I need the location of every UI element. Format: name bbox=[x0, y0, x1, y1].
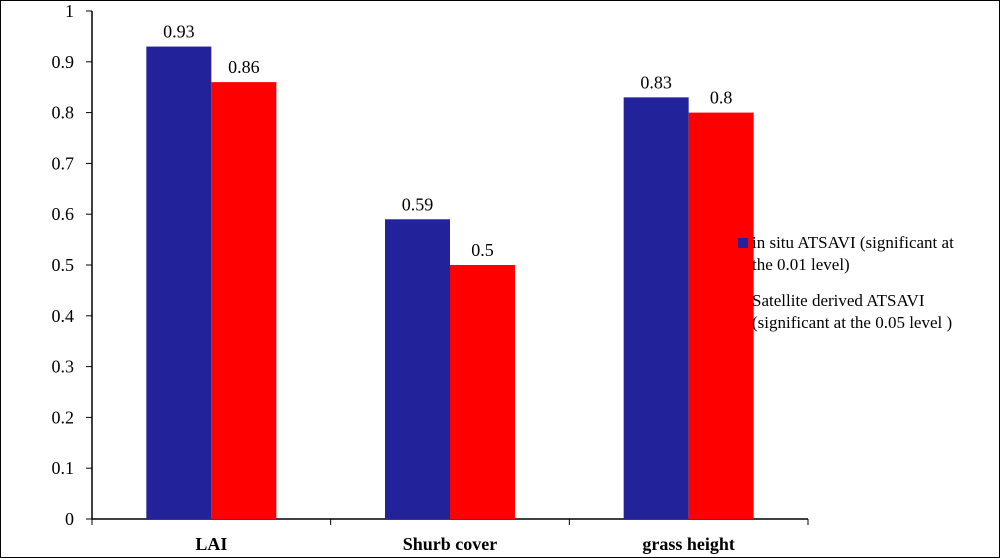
bar bbox=[688, 112, 754, 519]
data-label: 0.5 bbox=[471, 240, 494, 260]
bar bbox=[450, 265, 515, 519]
x-category-label: LAI bbox=[195, 534, 227, 554]
data-label: 0.59 bbox=[402, 194, 434, 214]
y-tick-label: 0.6 bbox=[52, 204, 75, 224]
bar bbox=[211, 82, 277, 520]
bar bbox=[623, 97, 689, 520]
legend-item-satellite: Satellite derived ATSAVI (significant at… bbox=[738, 290, 993, 334]
legend-label-in-situ-line2: the 0.01 level) bbox=[752, 255, 850, 274]
data-label: 0.86 bbox=[228, 57, 260, 77]
bar bbox=[385, 219, 450, 519]
legend-swatch-in-situ bbox=[738, 238, 748, 248]
y-tick-label: 0.2 bbox=[52, 407, 75, 427]
legend-swatch-satellite bbox=[738, 296, 748, 306]
legend-label-satellite-line1: Satellite derived ATSAVI bbox=[752, 291, 925, 310]
y-tick-label: 0.3 bbox=[52, 357, 75, 377]
legend-item-in-situ: in situ ATSAVI (significant at the 0.01 … bbox=[738, 232, 993, 276]
y-tick-label: 0.5 bbox=[52, 255, 75, 275]
y-tick-label: 0.8 bbox=[52, 103, 75, 123]
chart-legend: in situ ATSAVI (significant at the 0.01 … bbox=[738, 232, 993, 348]
data-label: 0.93 bbox=[163, 22, 195, 42]
x-category-label: grass height bbox=[642, 534, 735, 554]
x-category-label: Shurb cover bbox=[403, 534, 498, 554]
y-tick-label: 1 bbox=[65, 1, 74, 21]
y-tick-label: 0.7 bbox=[52, 153, 75, 173]
data-label: 0.83 bbox=[640, 72, 672, 92]
bar bbox=[146, 46, 212, 520]
legend-label-in-situ-line1: in situ ATSAVI (significant at bbox=[752, 233, 954, 252]
data-label: 0.8 bbox=[710, 88, 733, 108]
y-tick-label: 0.4 bbox=[52, 306, 75, 326]
legend-label-satellite-line2: (significant at the 0.05 level ) bbox=[752, 313, 953, 332]
y-tick-label: 0 bbox=[65, 509, 74, 529]
y-tick-label: 0.9 bbox=[52, 52, 75, 72]
y-tick-label: 0.1 bbox=[52, 458, 75, 478]
